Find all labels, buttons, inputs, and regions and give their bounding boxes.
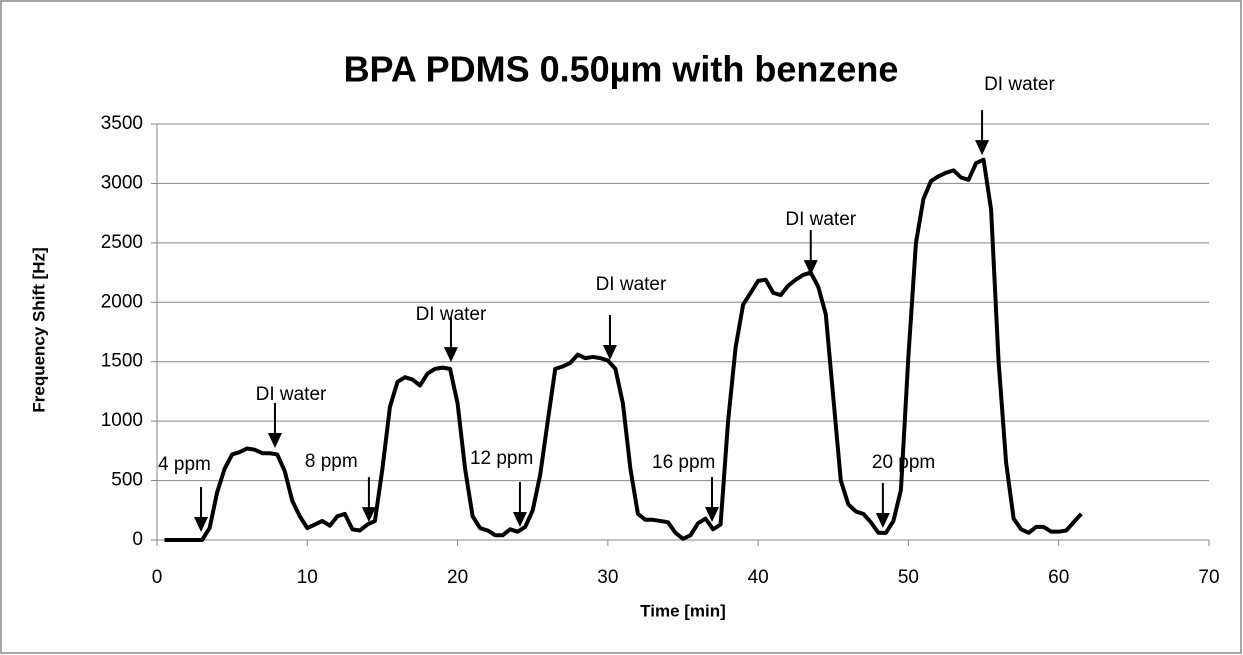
- x-tick-label: 40: [748, 567, 769, 588]
- annotation-arrowhead: [443, 347, 458, 363]
- annotation-text: DI water: [256, 384, 327, 405]
- annotation-text: 20 ppm: [872, 452, 935, 473]
- y-axis-label: Frequency Shift [Hz]: [29, 247, 48, 412]
- annotation-arrowhead: [705, 507, 720, 523]
- data-line: [164, 157, 1083, 542]
- x-tick-label: 20: [447, 567, 468, 588]
- x-tick-label: 0: [152, 567, 163, 588]
- x-tick-label: 10: [297, 567, 318, 588]
- y-tick-label: 3000: [101, 172, 143, 193]
- annotation-text: DI water: [984, 74, 1055, 95]
- y-tick-label: 0: [132, 529, 143, 550]
- annotation-text: DI water: [416, 304, 487, 325]
- annotation-text: DI water: [596, 274, 667, 295]
- x-tick-label: 50: [898, 567, 919, 588]
- annotation-arrowhead: [875, 512, 890, 528]
- annotation-text: 12 ppm: [470, 448, 533, 469]
- y-tick-label: 500: [111, 470, 143, 491]
- annotation-text: DI water: [785, 209, 856, 230]
- y-tick-label: 2000: [101, 291, 143, 312]
- annotation-arrowhead: [803, 260, 818, 276]
- x-tick-label: 70: [1198, 567, 1219, 588]
- x-tick-label: 30: [597, 567, 618, 588]
- chart-title: BPA PDMS 0.50µm with benzene: [344, 49, 899, 90]
- annotation-text: 8 ppm: [305, 451, 358, 472]
- y-tick-label: 1500: [101, 351, 143, 372]
- annotation-arrowhead: [975, 140, 990, 156]
- y-tick-label: 3500: [101, 113, 143, 134]
- x-tick-label: 60: [1048, 567, 1069, 588]
- annotation-text: 4 ppm: [158, 454, 211, 475]
- x-axis-label: Time [min]: [640, 601, 726, 620]
- annotation-arrowhead: [512, 512, 527, 528]
- annotation-arrowhead: [194, 517, 209, 533]
- annotation-text: 16 ppm: [652, 452, 715, 473]
- annotation-arrowhead: [361, 507, 376, 523]
- y-tick-label: 1000: [101, 410, 143, 431]
- annotation-arrowhead: [602, 345, 617, 361]
- annotation-arrowhead: [267, 433, 282, 449]
- y-tick-label: 2500: [101, 232, 143, 253]
